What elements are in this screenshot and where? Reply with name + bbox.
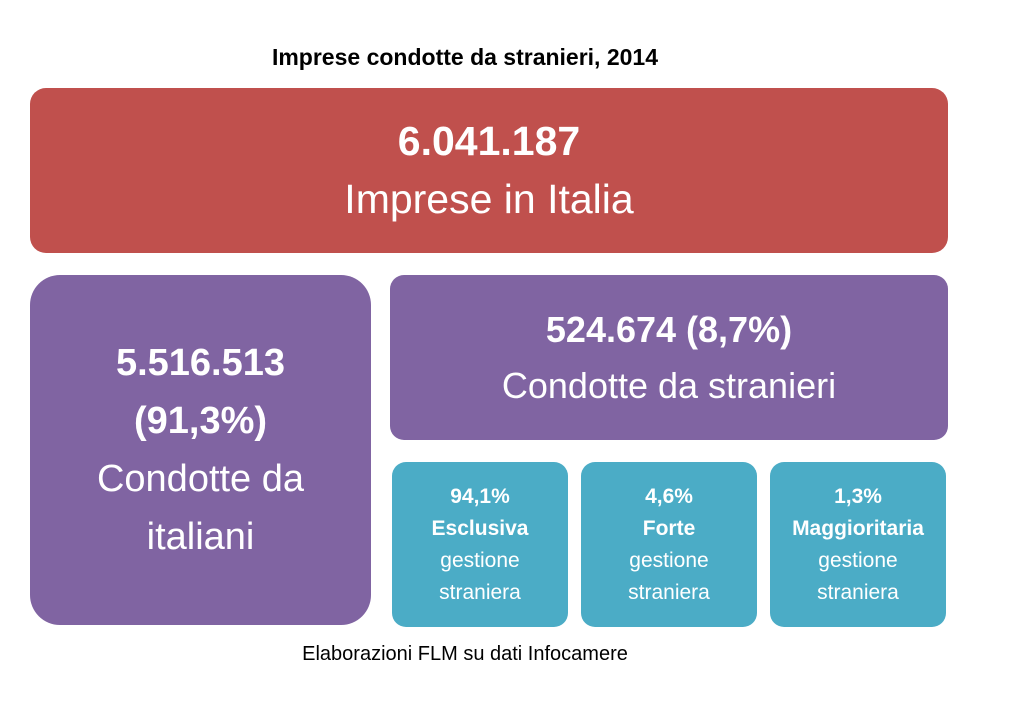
breakdown-line1: gestione <box>440 548 520 572</box>
foreign-run-box: 524.674 (8,7%) Condotte da stranieri <box>390 275 948 440</box>
italian-label-1: Condotte da <box>96 458 305 500</box>
italian-label-2: italiani <box>146 516 255 558</box>
italian-value: 5.516.513 <box>115 342 286 384</box>
breakdown-box-majority: 1,3% Maggioritaria gestione straniera <box>770 462 946 627</box>
breakdown-line1: gestione <box>818 548 898 572</box>
italian-run-box: 5.516.513 (91,3%) Condotte da italiani <box>30 275 371 625</box>
total-value: 6.041.187 <box>397 117 581 164</box>
breakdown-line2: straniera <box>628 580 710 604</box>
breakdown-type: Esclusiva <box>431 516 529 540</box>
breakdown-line2: straniera <box>439 580 521 604</box>
breakdown-type: Maggioritaria <box>792 516 924 540</box>
breakdown-box-exclusive: 94,1% Esclusiva gestione straniera <box>392 462 568 627</box>
breakdown-type: Forte <box>642 516 696 540</box>
total-label: Imprese in Italia <box>344 175 634 222</box>
foreign-value: 524.674 (8,7%) <box>545 308 793 350</box>
breakdown-line2: straniera <box>817 580 899 604</box>
breakdown-line1: gestione <box>629 548 709 572</box>
foreign-label: Condotte da stranieri <box>501 364 837 406</box>
breakdown-percent: 4,6% <box>645 484 693 508</box>
italian-percent: (91,3%) <box>133 400 268 442</box>
total-businesses-box: 6.041.187 Imprese in Italia <box>30 88 948 253</box>
breakdown-box-strong: 4,6% Forte gestione straniera <box>581 462 757 627</box>
breakdown-percent: 1,3% <box>834 484 882 508</box>
diagram-title: Imprese condotte da stranieri, 2014 <box>271 44 659 70</box>
source-note: Elaborazioni FLM su dati Infocamere <box>302 643 628 665</box>
breakdown-percent: 94,1% <box>450 484 510 508</box>
